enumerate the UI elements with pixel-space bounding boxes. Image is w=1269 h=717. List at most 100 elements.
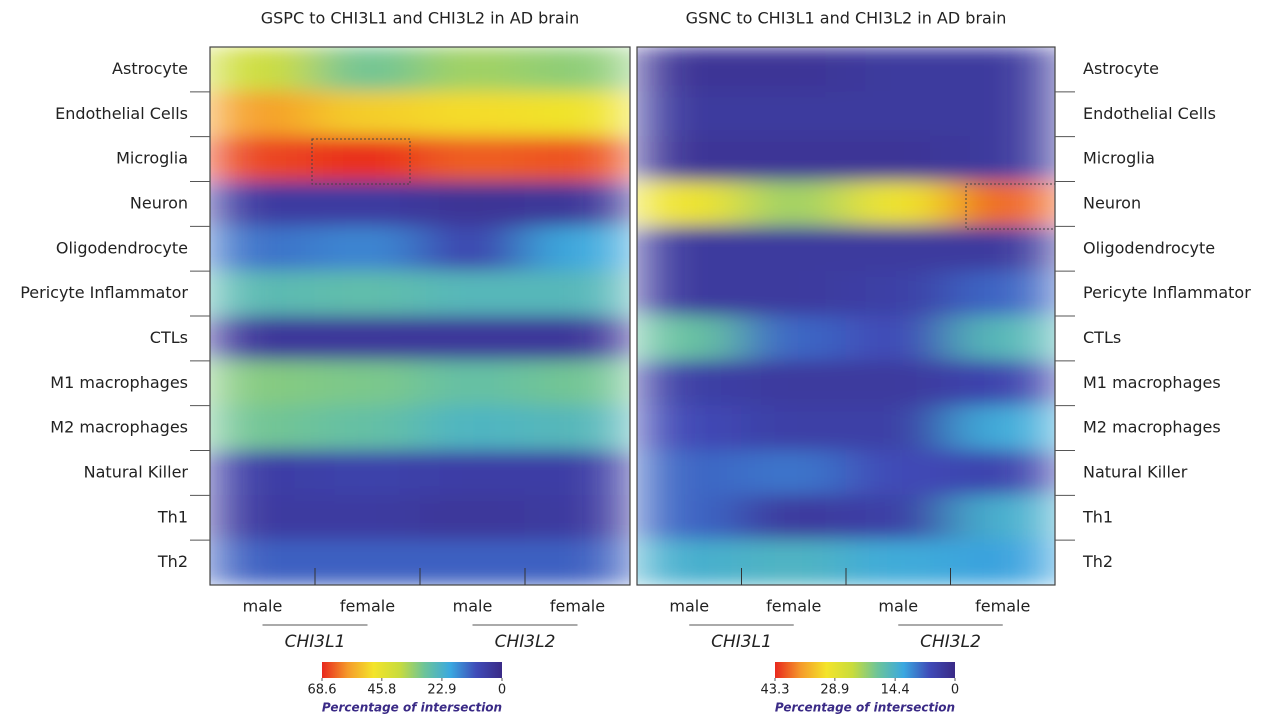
heatmap-cells [210,47,630,585]
row-label: Neuron [1083,193,1141,212]
heatmap-cell [314,136,421,182]
heatmap-cell [637,225,742,272]
heatmap-cell [419,360,526,407]
heatmap-cell [950,225,1055,272]
highlight-box [965,183,1056,230]
heatmap-cell [845,181,951,227]
heatmap-cell [524,539,630,585]
colorbar-label: Percentage of intersection [322,701,502,715]
heatmap-cell [741,136,847,182]
heatmap [210,47,630,585]
column-label: male [669,597,709,616]
row-label: Pericyte Inflammator [20,283,188,302]
heatmap-cell [210,315,316,362]
heatmap-cell [741,181,847,227]
heatmap-cell [741,91,847,138]
heatmap-cell [524,91,630,138]
heatmap-cell [210,360,316,407]
row-label: Astrocyte [112,59,188,78]
row-label: M1 macrophages [1083,373,1221,392]
group-label: CHI3L2 [920,632,981,652]
heatmap-cell [314,47,421,93]
heatmap-cell [637,181,742,227]
row-label: Endothelial Cells [1083,104,1216,123]
heatmap-cell [314,494,421,541]
heatmap-cell [419,539,526,585]
colorbar [322,662,502,678]
heatmap-cell [637,494,742,541]
heatmap-cell [845,450,951,496]
heatmap-cell [950,494,1055,541]
heatmap-cell [210,270,316,317]
heatmap-cell [210,91,316,138]
heatmap-cells [637,47,1055,585]
heatmap-cell [419,181,526,227]
heatmap-cell [741,47,847,93]
colorbar-label: Percentage of intersection [775,701,955,715]
heatmap-cell [845,360,951,407]
column-label: female [550,597,605,616]
heatmap-cell [845,315,951,362]
heatmap-cell [524,136,630,182]
heatmap-cell [524,47,630,93]
row-label: Endothelial Cells [55,104,188,123]
heatmap-cell [950,405,1055,451]
heatmap-cell [741,450,847,496]
heatmap-cell [950,315,1055,362]
heatmap-cell [845,270,951,317]
heatmap-cell [950,360,1055,407]
colorbar-tick-label: 14.4 [881,683,910,698]
heatmap-cell [950,136,1055,182]
highlight-box [311,138,411,185]
colorbar-tick-label: 68.6 [308,683,337,698]
heatmap-cell [637,136,742,182]
group-label: CHI3L1 [711,632,772,652]
row-label: M2 macrophages [1083,418,1221,437]
heatmap-cell [637,450,742,496]
heatmap-cell [950,450,1055,496]
heatmap-cell [314,181,421,227]
heatmap-cell [210,450,316,496]
heatmap-cell [741,405,847,451]
colorbar-tick-label: 0 [951,683,959,698]
heatmap-cell [637,360,742,407]
heatmap-cell [741,494,847,541]
heatmap-cell [637,270,742,317]
row-label: Microglia [116,149,188,168]
row-label: Th2 [157,552,188,571]
heatmap-cell [524,181,630,227]
row-label: Oligodendrocyte [56,238,188,257]
heatmap-cell [637,315,742,362]
heatmap-cell [419,47,526,93]
heatmap-cell [741,315,847,362]
heatmap-cell [524,315,630,362]
colorbar-tick-label: 43.3 [761,683,790,698]
column-label: male [878,597,918,616]
heatmap-cell [845,494,951,541]
heatmap-cell [419,270,526,317]
heatmap-cell [637,91,742,138]
heatmap-cell [314,270,421,317]
heatmap-cell [314,539,421,585]
heatmap-cell [845,539,951,585]
heatmap-cell [419,225,526,272]
group-label: CHI3L1 [285,632,346,652]
column-label: female [340,597,395,616]
row-label: Microglia [1083,149,1155,168]
heatmap-cell [845,91,951,138]
heatmap-cell [845,136,951,182]
heatmap-cell [314,450,421,496]
heatmap-cell [524,225,630,272]
heatmap-cell [314,91,421,138]
heatmap-cell [950,270,1055,317]
colorbar [775,662,955,678]
heatmap-cell [210,539,316,585]
row-label: Neuron [130,193,188,212]
row-label: Pericyte Inflammator [1083,283,1251,302]
heatmap-cell [950,181,1055,227]
row-label: M1 macrophages [50,373,188,392]
row-label: Natural Killer [84,462,189,481]
heatmap-cell [637,47,742,93]
heatmap-cell [741,360,847,407]
